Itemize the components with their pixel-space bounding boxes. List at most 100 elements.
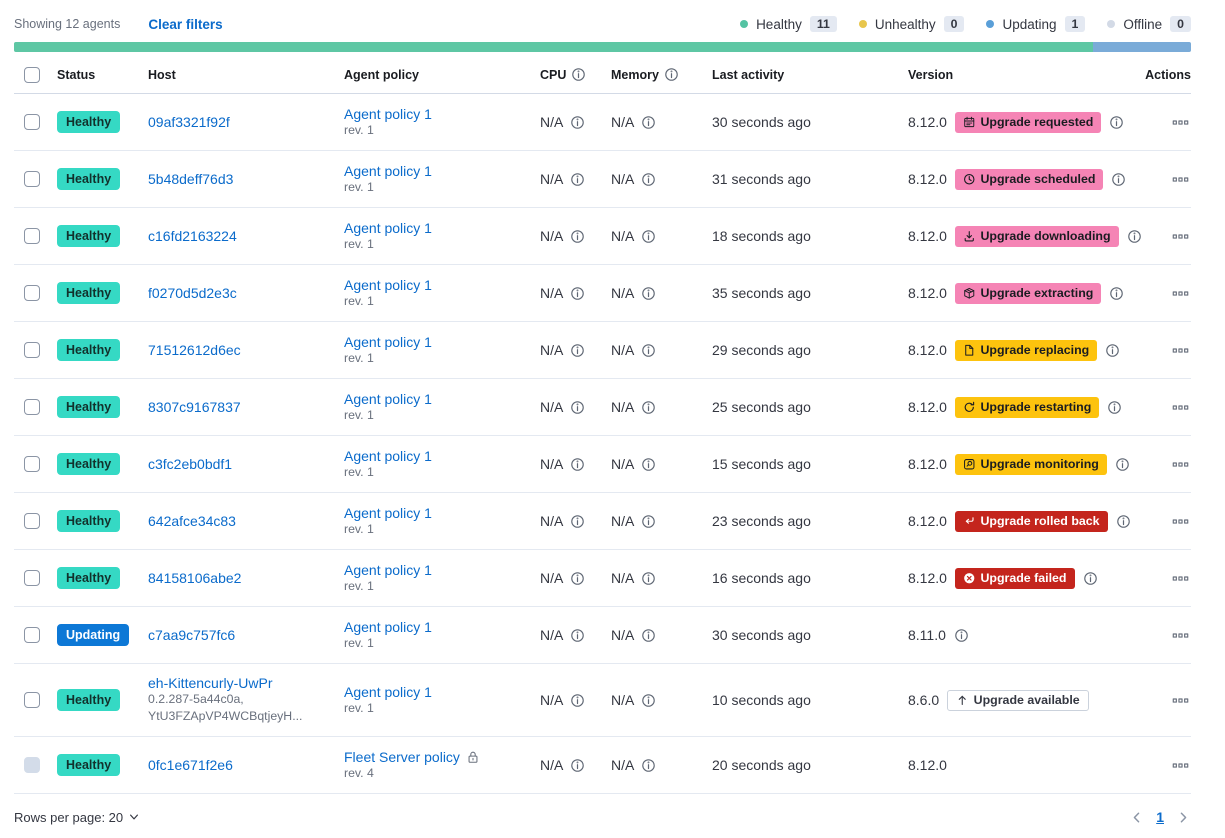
row-checkbox[interactable] <box>24 342 40 358</box>
upgrade-status-badge[interactable]: Upgrade monitoring <box>954 453 1107 475</box>
cpu-info-icon[interactable] <box>570 693 585 708</box>
cpu-info-icon[interactable] <box>570 343 585 358</box>
row-actions-button[interactable] <box>1170 690 1191 711</box>
host-link[interactable]: f0270d5d2e3c <box>148 285 237 301</box>
row-checkbox[interactable] <box>24 171 40 187</box>
memory-info-icon[interactable] <box>641 571 656 586</box>
agent-policy-link[interactable]: Agent policy 1 <box>344 447 432 464</box>
cpu-info-icon[interactable] <box>570 229 585 244</box>
host-link[interactable]: 0fc1e671f2e6 <box>148 757 233 773</box>
row-actions-button[interactable] <box>1170 511 1191 532</box>
agent-policy-link[interactable]: Agent policy 1 <box>344 618 432 635</box>
cpu-info-icon[interactable] <box>571 67 586 82</box>
host-link[interactable]: eh-Kittencurly-UwPr <box>148 675 273 692</box>
upgrade-status-badge[interactable]: Upgrade extracting <box>954 282 1102 304</box>
agent-policy-link[interactable]: Agent policy 1 <box>344 561 432 578</box>
row-actions-button[interactable] <box>1170 226 1191 247</box>
agent-policy-link[interactable]: Agent policy 1 <box>344 162 432 179</box>
agent-policy-link[interactable]: Agent policy 1 <box>344 390 432 407</box>
upgrade-status-badge[interactable]: Upgrade restarting <box>954 396 1100 418</box>
column-header-memory[interactable]: Memory <box>611 56 712 93</box>
upgrade-info-icon[interactable] <box>1127 229 1142 244</box>
upgrade-info-icon[interactable] <box>1109 115 1124 130</box>
memory-info-icon[interactable] <box>641 286 656 301</box>
row-checkbox[interactable] <box>24 114 40 130</box>
page-1-button[interactable]: 1 <box>1156 809 1164 825</box>
memory-info-icon[interactable] <box>641 229 656 244</box>
legend-item-unhealthy[interactable]: Unhealthy 0 <box>858 16 965 32</box>
upgrade-info-icon[interactable] <box>1116 514 1131 529</box>
cpu-info-icon[interactable] <box>570 172 585 187</box>
cpu-info-icon[interactable] <box>570 628 585 643</box>
upgrade-info-icon[interactable] <box>1109 286 1124 301</box>
row-checkbox[interactable] <box>24 692 40 708</box>
column-header-cpu[interactable]: CPU <box>540 56 611 93</box>
column-header-agent-policy[interactable]: Agent policy <box>344 67 420 82</box>
host-link[interactable]: 642afce34c83 <box>148 513 236 529</box>
upgrade-status-badge[interactable]: Upgrade downloading <box>954 225 1119 247</box>
clear-filters-button[interactable]: Clear filters <box>148 16 223 32</box>
cpu-info-icon[interactable] <box>570 286 585 301</box>
agent-policy-link[interactable]: Agent policy 1 <box>344 504 432 521</box>
cpu-info-icon[interactable] <box>570 457 585 472</box>
row-actions-button[interactable] <box>1170 454 1191 475</box>
upgrade-info-icon[interactable] <box>1111 172 1126 187</box>
memory-info-icon[interactable] <box>641 172 656 187</box>
upgrade-info-icon[interactable] <box>1107 400 1122 415</box>
legend-item-offline[interactable]: Offline 0 <box>1107 16 1191 32</box>
upgrade-status-badge[interactable]: Upgrade replacing <box>954 339 1098 361</box>
row-actions-button[interactable] <box>1170 340 1191 361</box>
row-actions-button[interactable] <box>1170 169 1191 190</box>
upgrade-info-icon[interactable] <box>1115 457 1130 472</box>
row-checkbox[interactable] <box>24 513 40 529</box>
row-actions-button[interactable] <box>1170 568 1191 589</box>
row-actions-button[interactable] <box>1170 112 1191 133</box>
row-checkbox[interactable] <box>24 399 40 415</box>
next-page-button[interactable] <box>1176 810 1191 825</box>
memory-info-icon[interactable] <box>641 628 656 643</box>
row-actions-button[interactable] <box>1170 625 1191 646</box>
upgrade-info-icon[interactable] <box>1083 571 1098 586</box>
column-header-status[interactable]: Status <box>57 67 96 82</box>
memory-info-icon[interactable] <box>641 514 656 529</box>
host-link[interactable]: 71512612d6ec <box>148 342 241 358</box>
agent-policy-link[interactable]: Fleet Server policy <box>344 748 460 765</box>
host-link[interactable]: c3fc2eb0bdf1 <box>148 456 233 472</box>
row-checkbox[interactable] <box>24 570 40 586</box>
agent-policy-link[interactable]: Agent policy 1 <box>344 219 432 236</box>
upgrade-status-badge[interactable]: Upgrade available <box>947 689 1089 711</box>
row-checkbox[interactable] <box>24 627 40 643</box>
column-header-version[interactable]: Version <box>908 67 954 82</box>
memory-info-icon[interactable] <box>641 343 656 358</box>
row-actions-button[interactable] <box>1170 755 1191 776</box>
row-actions-button[interactable] <box>1170 397 1191 418</box>
column-header-last-activity[interactable]: Last activity <box>712 67 785 82</box>
upgrade-status-badge[interactable]: Upgrade rolled back <box>954 510 1108 532</box>
upgrade-info-icon[interactable] <box>954 628 969 643</box>
previous-page-button[interactable] <box>1129 810 1144 825</box>
memory-info-icon[interactable] <box>641 693 656 708</box>
cpu-info-icon[interactable] <box>570 400 585 415</box>
agent-policy-link[interactable]: Agent policy 1 <box>344 276 432 293</box>
memory-info-icon[interactable] <box>641 457 656 472</box>
cpu-info-icon[interactable] <box>570 115 585 130</box>
host-link[interactable]: 09af3321f92f <box>148 114 230 130</box>
agent-policy-link[interactable]: Agent policy 1 <box>344 105 432 122</box>
memory-info-icon[interactable] <box>641 400 656 415</box>
memory-info-icon[interactable] <box>664 67 679 82</box>
row-checkbox[interactable] <box>24 285 40 301</box>
legend-item-healthy[interactable]: Healthy 11 <box>740 16 837 32</box>
column-header-host[interactable]: Host <box>148 67 176 82</box>
host-link[interactable]: c16fd2163224 <box>148 228 237 244</box>
cpu-info-icon[interactable] <box>570 571 585 586</box>
legend-item-updating[interactable]: Updating 1 <box>986 16 1086 32</box>
upgrade-status-badge[interactable]: Upgrade scheduled <box>954 168 1104 190</box>
cpu-info-icon[interactable] <box>570 758 585 773</box>
upgrade-info-icon[interactable] <box>1105 343 1120 358</box>
row-actions-button[interactable] <box>1170 283 1191 304</box>
agent-policy-link[interactable]: Agent policy 1 <box>344 683 432 700</box>
rows-per-page-button[interactable]: Rows per page: 20 <box>14 810 140 825</box>
host-link[interactable]: c7aa9c757fc6 <box>148 627 236 643</box>
cpu-info-icon[interactable] <box>570 514 585 529</box>
row-checkbox[interactable] <box>24 228 40 244</box>
